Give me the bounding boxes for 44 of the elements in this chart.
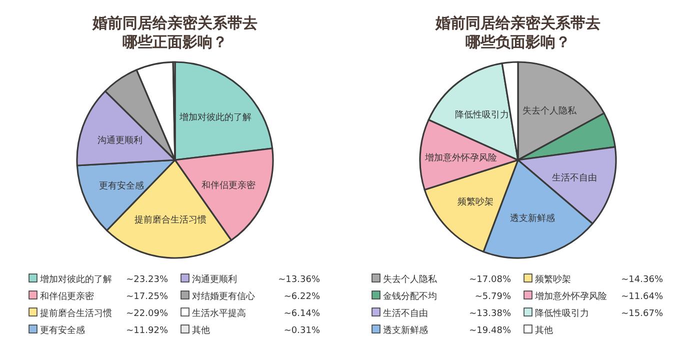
- legend-label: 增加意外怀孕风险: [534, 291, 607, 302]
- data-label: ~13.38%: [469, 309, 512, 319]
- chart-title: 婚前同居给亲密关系带去哪些正面影响？: [92, 14, 258, 51]
- data-label: ~5.79%: [474, 292, 512, 302]
- data-label: ~17.25%: [126, 292, 168, 302]
- slice-label: 增加对彼此的了解: [178, 112, 252, 124]
- data-label: ~14.36%: [621, 275, 664, 285]
- slice-label: 透支新鲜感: [510, 212, 556, 224]
- legend-label: 失去个人隐私: [383, 274, 438, 285]
- legend-label: 降低性吸引力: [535, 308, 589, 319]
- slice-label: 失去个人隐私: [522, 105, 578, 116]
- data-label: ~22.09%: [126, 309, 168, 319]
- data-label: ~6.22%: [284, 292, 320, 302]
- data-label: ~19.48%: [469, 326, 512, 336]
- slice-label: 频繁吵架: [457, 196, 494, 208]
- slice-label: 和伴侣更亲密: [202, 180, 256, 191]
- legend-label: 沟通更顺利: [192, 274, 237, 285]
- legend-label: 更有安全感: [40, 325, 85, 336]
- data-label: ~23.23%: [126, 275, 168, 285]
- legend-label: 其他: [192, 325, 210, 336]
- data-label: ~0.31%: [284, 326, 320, 336]
- data-label: ~17.08%: [469, 275, 512, 285]
- data-label: ~11.92%: [126, 326, 168, 336]
- data-label: ~15.67%: [621, 309, 664, 319]
- legend-label: 频繁吵架: [535, 274, 571, 285]
- slice-label: 沟通更顺利: [97, 135, 142, 146]
- data-label: ~6.14%: [284, 309, 320, 319]
- legend-label: 增加对彼此的了解: [39, 274, 112, 285]
- slice-label: 生活不自由: [552, 172, 597, 184]
- slice-label: 提前磨合生活习惯: [134, 214, 206, 226]
- slice-label: 更有安全感: [99, 180, 144, 192]
- data-label: ~11.64%: [621, 292, 664, 302]
- legend-label: 提前磨合生活习惯: [40, 308, 112, 319]
- chart-title: 婚前同居给亲密关系带去哪些负面影响？: [434, 14, 600, 51]
- legend-label: 透支新鲜感: [383, 325, 428, 336]
- legend-label: 生活不自由: [383, 308, 428, 319]
- legend-label: 其他: [535, 325, 553, 336]
- legend-label: 金钱分配不均: [383, 291, 437, 302]
- slice-label: 降低性吸引力: [455, 109, 510, 120]
- data-label: ~13.36%: [278, 275, 320, 285]
- slice-label: 增加意外怀孕风险: [424, 152, 497, 164]
- legend-label: 和伴侣更亲密: [40, 291, 94, 302]
- legend-label: 对结婚更有信心: [192, 291, 255, 302]
- legend-label: 生活水平提高: [192, 308, 246, 319]
